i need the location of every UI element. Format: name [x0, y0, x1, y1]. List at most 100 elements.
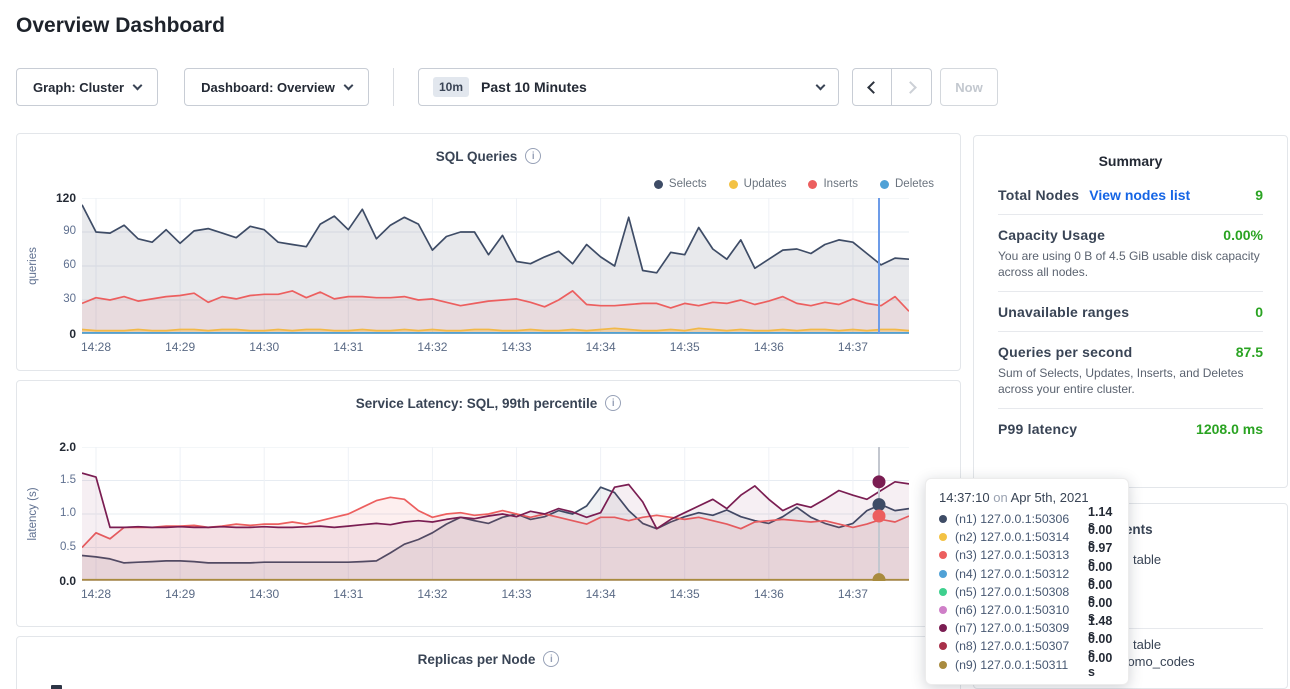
x-axis-tick: 14:32: [417, 587, 448, 601]
x-axis-tick: 14:30: [249, 587, 280, 601]
tooltip-timestamp: 14:37:10 on Apr 5th, 2021: [939, 490, 1089, 505]
time-forward-button[interactable]: [892, 68, 932, 106]
info-icon[interactable]: i: [605, 395, 622, 411]
x-axis-tick: 14:34: [585, 340, 616, 354]
legend-item-updates: Updates: [728, 178, 786, 190]
node-color-dot-icon: [939, 587, 947, 596]
tooltip-node-row: (n5) 127.0.0.1:50308 0.00 s: [939, 578, 1115, 606]
sql-queries-chart[interactable]: [82, 198, 909, 334]
graph-scope-dropdown-label: Graph: Cluster: [32, 79, 124, 95]
legend-item-inserts: Inserts: [808, 178, 858, 190]
x-axis-tick: 14:37: [837, 340, 868, 354]
chevron-left-icon: [867, 80, 880, 94]
x-axis-tick: 14:28: [81, 587, 112, 601]
summary-title: Summary: [1098, 153, 1163, 169]
now-button[interactable]: Now: [940, 68, 998, 106]
tooltip-node-value: 0.00 s: [1088, 523, 1113, 552]
tooltip-node-value: 1.14 s: [1088, 505, 1113, 534]
x-axis-tick: 14:36: [753, 587, 784, 601]
summary-row: Unavailable ranges 0: [998, 291, 1263, 331]
node-color-dot-icon: [939, 642, 947, 651]
tooltip-node-value: 0.00 s: [1088, 650, 1113, 679]
legend-item-deletes: Deletes: [880, 178, 934, 190]
x-axis-tick: 14:35: [669, 340, 700, 354]
node-color-dot-icon: [939, 624, 947, 633]
chevron-down-icon: [343, 80, 354, 90]
tooltip-node-row: (n7) 127.0.0.1:50309 1.48 s: [939, 614, 1115, 642]
x-axis-tick: 14:35: [669, 587, 700, 601]
summary-value: 0.00%: [1223, 227, 1263, 243]
view-nodes-list-link[interactable]: View nodes list: [1089, 187, 1191, 203]
tooltip-node-row: (n2) 127.0.0.1:50314 0.00 s: [939, 523, 1115, 551]
x-axis-tick: 14:30: [249, 340, 280, 354]
toolbar-divider: [393, 68, 394, 106]
tooltip-node-label: (n8) 127.0.0.1:50307: [955, 639, 1070, 654]
replicas-per-node-card: Replicas per Node i: [16, 636, 961, 689]
sql-queries-svg: [82, 198, 909, 334]
time-range-badge: 10m: [433, 77, 470, 97]
summary-row: P99 latency 1208.0 ms: [998, 408, 1263, 448]
info-icon[interactable]: i: [525, 148, 542, 164]
summary-description: You are using 0 B of 4.5 GiB usable disk…: [998, 249, 1260, 279]
x-axis-tick: 14:37: [837, 587, 868, 601]
y-axis-tick: 0.5: [60, 540, 76, 553]
service-latency-chart-title: Service Latency: SQL, 99th percentile: [355, 395, 598, 411]
tooltip-node-label: (n9) 127.0.0.1:50311: [955, 657, 1069, 672]
summary-label: Unavailable ranges: [998, 304, 1130, 320]
y-axis-tick: 0: [69, 327, 76, 341]
y-axis-tick: 1.5: [60, 473, 76, 486]
y-axis-label: queries: [27, 247, 39, 285]
summary-row: Capacity Usage 0.00% You are using 0 B of …: [998, 214, 1263, 291]
tooltip-node-value: 0.00 s: [1088, 559, 1113, 588]
x-axis-tick: 14:31: [333, 587, 364, 601]
x-axis-tick: 14:29: [165, 340, 196, 354]
tooltip-node-row: (n1) 127.0.0.1:50306 1.14 s: [939, 505, 1115, 533]
x-axis-tick: 14:31: [333, 340, 364, 354]
node-color-dot-icon: [939, 606, 947, 615]
replicas-per-node-chart-title: Replicas per Node: [417, 651, 536, 667]
chevron-down-icon: [815, 80, 826, 90]
page-title: Overview Dashboard: [16, 14, 225, 37]
x-axis-tick: 14:33: [501, 587, 532, 601]
service-latency-card: Service Latency: SQL, 99th percentile i …: [16, 380, 961, 627]
x-axis-tick: 14:34: [585, 587, 616, 601]
dashboard-dropdown-label: Dashboard: Overview: [201, 79, 335, 95]
tooltip-node-label: (n6) 127.0.0.1:50310: [955, 603, 1070, 618]
tooltip-node-label: (n1) 127.0.0.1:50306: [955, 512, 1070, 527]
summary-description: Sum of Selects, Updates, Inserts, and De…: [998, 366, 1244, 396]
tooltip-node-value: 1.48 s: [1088, 614, 1113, 643]
y-axis-tick: 0.0: [59, 574, 76, 588]
y-axis-tick: 90: [63, 225, 76, 237]
y-axis-tick: 2.0: [59, 440, 76, 454]
node-color-dot-icon: [939, 569, 947, 578]
sql-queries-card: SQL Queries i Selects Updates Inserts Delet…: [16, 133, 961, 371]
clipped-axis-tick: [51, 685, 62, 689]
x-axis-tick: 14:36: [753, 340, 784, 354]
legend-dot-icon: [880, 179, 889, 189]
y-axis-tick: 120: [55, 191, 76, 205]
tooltip-node-label: (n2) 127.0.0.1:50314: [955, 530, 1070, 545]
tooltip-node-value: 0.00 s: [1088, 632, 1113, 661]
tooltip-node-label: (n3) 127.0.0.1:50313: [955, 548, 1070, 563]
time-back-button[interactable]: [852, 68, 892, 106]
graph-scope-dropdown[interactable]: Graph: Cluster: [16, 68, 158, 106]
tooltip-node-label: (n7) 127.0.0.1:50309: [955, 621, 1070, 636]
service-latency-chart[interactable]: [82, 447, 909, 581]
summary-panel: Summary Total Nodes View nodes list 9 Capac…: [973, 135, 1288, 488]
y-axis-label: latency (s): [27, 487, 39, 541]
summary-value: 87.5: [1235, 344, 1263, 360]
legend-dot-icon: [728, 179, 738, 189]
summary-label: P99 latency: [998, 421, 1078, 437]
summary-value: 0: [1255, 304, 1263, 320]
tooltip-node-value: 0.97 s: [1088, 541, 1113, 570]
x-axis-tick: 14:29: [165, 587, 196, 601]
info-icon[interactable]: i: [543, 651, 560, 667]
sql-queries-chart-title: SQL Queries: [435, 148, 518, 164]
chevron-down-icon: [132, 80, 143, 90]
tooltip-node-value: 0.00 s: [1088, 577, 1113, 606]
dashboard-dropdown[interactable]: Dashboard: Overview: [184, 68, 369, 106]
legend-dot-icon: [808, 179, 818, 189]
chart-hover-tooltip: 14:37:10 on Apr 5th, 2021 (n1) 127.0.0.1…: [925, 478, 1129, 685]
tooltip-node-row: (n8) 127.0.0.1:50307 0.00 s: [939, 632, 1115, 660]
time-range-dropdown[interactable]: 10m Past 10 Minutes: [418, 68, 839, 106]
